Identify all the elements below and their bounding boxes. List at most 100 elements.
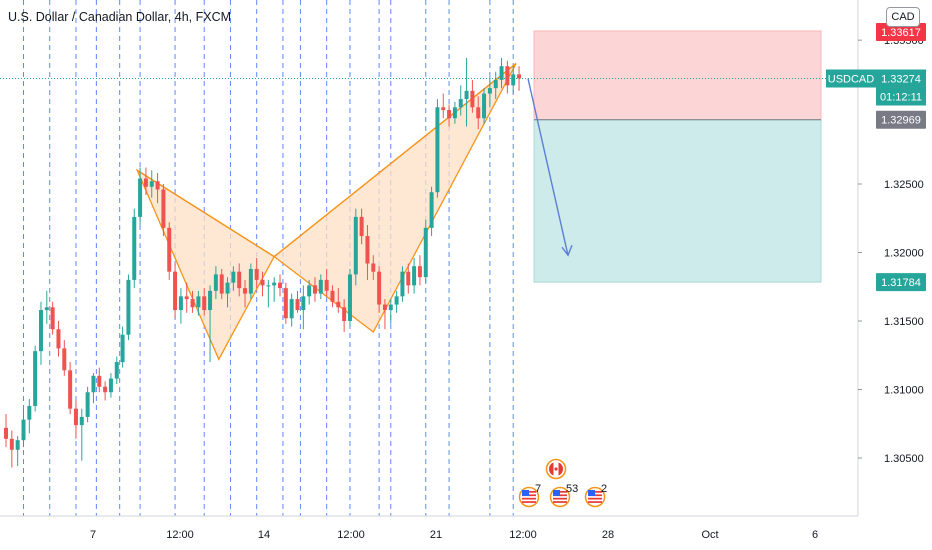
candle-body xyxy=(301,296,306,311)
candle-body xyxy=(184,296,189,300)
candle-body xyxy=(243,288,248,294)
event-marker[interactable]: 53 xyxy=(549,483,579,508)
take-profit-zone[interactable] xyxy=(533,119,822,283)
candle-body xyxy=(412,266,417,286)
economic-events[interactable]: 7 53 2 xyxy=(518,458,608,508)
candle xyxy=(103,381,108,401)
candle xyxy=(243,279,248,308)
price-scale[interactable]: 1.355001.325001.320001.315001.310001.305… xyxy=(826,0,926,516)
entry-price-tag-text: 1.32969 xyxy=(881,115,921,127)
candle-body xyxy=(15,440,20,450)
candle xyxy=(365,225,370,280)
candle-body xyxy=(138,178,143,217)
event-count: 7 xyxy=(535,483,541,495)
time-label: 6 xyxy=(812,529,818,541)
candle-body xyxy=(38,310,43,352)
time-label: 12:00 xyxy=(166,529,194,541)
price-tick-label: 1.32500 xyxy=(884,179,924,191)
symbol-tag-bg xyxy=(826,69,876,88)
candle-body xyxy=(79,416,84,426)
candle xyxy=(91,373,96,404)
price-tick-label: 1.32000 xyxy=(884,248,924,260)
event-marker[interactable] xyxy=(545,458,567,480)
harmonic-pattern[interactable] xyxy=(135,62,517,361)
candle xyxy=(487,77,492,108)
candle xyxy=(458,85,463,116)
candle-body xyxy=(318,279,323,294)
current-price-tag[interactable]: USDCAD 1.33274 01:12:11 xyxy=(826,69,926,106)
event-marker[interactable]: 2 xyxy=(584,483,608,508)
candle-body xyxy=(312,285,317,294)
arrow-head-icon xyxy=(561,244,573,257)
candle-body xyxy=(452,107,457,119)
projection-arrow[interactable] xyxy=(527,78,573,257)
time-label: 14 xyxy=(258,529,270,541)
candle-body xyxy=(377,271,382,305)
candle xyxy=(161,184,166,237)
entry-price-tag[interactable]: 1.32969 xyxy=(876,110,926,129)
candle xyxy=(505,60,510,94)
candle-body xyxy=(272,282,277,286)
maple-leaf-icon xyxy=(554,467,558,471)
candle-body xyxy=(394,296,399,305)
countdown-tag-bg xyxy=(876,87,926,106)
candle xyxy=(237,263,242,297)
candle xyxy=(213,266,218,300)
candle-body xyxy=(511,74,516,86)
candle-body xyxy=(120,334,125,363)
candle xyxy=(283,282,288,324)
candle-body xyxy=(307,285,312,297)
us-flag-canton xyxy=(522,490,529,496)
candle-body xyxy=(208,290,213,311)
candle-body xyxy=(108,378,113,393)
us-flag-stripe xyxy=(588,497,602,500)
candle xyxy=(482,88,487,124)
candle xyxy=(324,268,329,297)
candle-body xyxy=(499,66,504,80)
candle-body xyxy=(97,375,102,387)
price-tick-label: 1.30500 xyxy=(884,453,924,465)
event-count: 2 xyxy=(601,483,607,495)
candle xyxy=(202,288,207,316)
candle-body xyxy=(493,79,498,89)
candle xyxy=(143,167,148,195)
candle-body xyxy=(417,266,422,278)
candle-body xyxy=(266,285,271,287)
projection-arrow-line[interactable] xyxy=(527,78,569,256)
time-scale[interactable]: 7 12:00 14 12:00 21 12:00 28 Oct 6 xyxy=(0,515,858,541)
candle xyxy=(394,290,399,313)
position-zones[interactable] xyxy=(533,30,822,283)
price-tick-label: 1.31000 xyxy=(884,385,924,397)
target-price-tag[interactable]: 1.31784 xyxy=(876,273,926,292)
candle-body xyxy=(149,181,154,187)
candle xyxy=(126,274,131,341)
us-flag-stripe xyxy=(553,501,567,503)
candle-body xyxy=(295,299,300,311)
currency-button[interactable]: CAD xyxy=(886,7,920,27)
candle xyxy=(301,285,306,330)
candle xyxy=(219,268,224,300)
us-flag-stripe xyxy=(522,497,536,500)
candle xyxy=(260,271,265,297)
time-label: Oct xyxy=(701,529,718,541)
us-flag-stripe xyxy=(588,501,602,503)
candle xyxy=(382,299,387,330)
candle xyxy=(417,255,422,286)
candle-body xyxy=(324,279,329,291)
candle-body xyxy=(143,178,148,187)
candle xyxy=(132,208,137,289)
candle xyxy=(50,301,55,335)
current-price-label: 1.33274 xyxy=(881,74,921,86)
candle-body xyxy=(347,274,352,321)
candle xyxy=(400,266,405,302)
chart-title: U.S. Dollar / Canadian Dollar, 4h, FXCM xyxy=(8,10,232,24)
candle xyxy=(476,96,481,130)
candle xyxy=(108,373,113,398)
stop-loss-zone[interactable] xyxy=(533,30,822,121)
us-flag-stripe xyxy=(522,501,536,503)
stop-price-tag[interactable]: 1.33617 xyxy=(876,22,926,41)
event-marker[interactable]: 7 xyxy=(518,483,542,508)
candle xyxy=(85,386,90,423)
